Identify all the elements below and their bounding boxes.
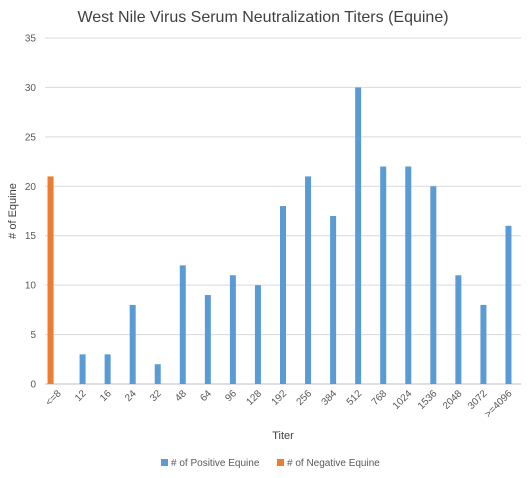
bar-negative-0 bbox=[47, 176, 54, 384]
x-tick-label: 96 bbox=[223, 388, 239, 404]
bar-positive-5 bbox=[179, 265, 186, 384]
y-tick-label: 10 bbox=[25, 281, 37, 292]
y-tick-label: 25 bbox=[25, 132, 37, 143]
x-tick-label: <=8 bbox=[44, 388, 64, 408]
x-tick-label: 256 bbox=[295, 388, 315, 408]
legend-swatch bbox=[277, 459, 284, 466]
y-tick-label: 5 bbox=[30, 330, 36, 341]
bar-positive-8 bbox=[254, 285, 261, 384]
x-tick-label: 2048 bbox=[441, 388, 465, 412]
x-tick-label: 16 bbox=[98, 388, 114, 404]
legend-swatch bbox=[161, 459, 168, 466]
x-tick-label: 384 bbox=[320, 388, 340, 408]
bar-positive-18 bbox=[505, 225, 512, 384]
y-tick-label: 0 bbox=[30, 380, 36, 391]
y-tick-label: 15 bbox=[25, 231, 37, 242]
bar-positive-11 bbox=[330, 215, 337, 384]
x-tick-label: 512 bbox=[345, 388, 365, 408]
legend-label: # of Negative Equine bbox=[287, 458, 380, 469]
bar-positive-6 bbox=[204, 295, 211, 384]
x-tick-label: 1536 bbox=[416, 388, 440, 412]
bar-positive-7 bbox=[229, 275, 236, 384]
x-tick-label: 64 bbox=[198, 388, 214, 404]
x-tick-label: 192 bbox=[270, 388, 290, 408]
bar-positive-2 bbox=[104, 354, 111, 384]
y-tick-label: 35 bbox=[25, 34, 37, 45]
y-tick-label: 20 bbox=[25, 182, 37, 193]
x-tick-label: 48 bbox=[173, 388, 189, 404]
bar-positive-3 bbox=[129, 304, 136, 384]
y-tick-label: 30 bbox=[25, 83, 37, 94]
bar-positive-13 bbox=[380, 166, 387, 384]
x-tick-label: 768 bbox=[370, 388, 390, 408]
bar-positive-12 bbox=[355, 87, 362, 384]
x-tick-label: 128 bbox=[244, 388, 264, 408]
x-tick-label: 12 bbox=[73, 388, 89, 404]
y-axis-ticks: 0 5 10 15 20 25 30 35 bbox=[25, 34, 37, 391]
bar-positive-17 bbox=[480, 304, 487, 384]
x-axis-ticks: <=8 12 16 24 32 48 64 96 128 192 256 384 512 768 1024 1… bbox=[44, 388, 515, 420]
bar-positive-15 bbox=[430, 186, 437, 384]
legend-label: # of Positive Equine bbox=[171, 458, 260, 469]
x-tick-label: 24 bbox=[123, 388, 139, 404]
bar-positive-10 bbox=[305, 176, 312, 384]
bar-positive-9 bbox=[280, 206, 286, 384]
x-tick-label: 32 bbox=[148, 388, 164, 404]
legend: # of Positive Equine # of Negative Equine bbox=[161, 458, 380, 469]
bar-positive-16 bbox=[455, 275, 462, 384]
bar-positive-1 bbox=[79, 354, 86, 384]
x-tick-label: 1024 bbox=[391, 388, 415, 412]
x-tick-label: >=4096 bbox=[483, 388, 515, 420]
chart-title: West Nile Virus Serum Neutralization Tit… bbox=[77, 9, 448, 26]
x-axis-label: Titer bbox=[272, 430, 294, 442]
y-axis-label: # of Equine bbox=[7, 183, 19, 239]
bar-positive-14 bbox=[405, 166, 412, 384]
bars bbox=[47, 87, 512, 384]
bar-positive-4 bbox=[154, 364, 161, 384]
